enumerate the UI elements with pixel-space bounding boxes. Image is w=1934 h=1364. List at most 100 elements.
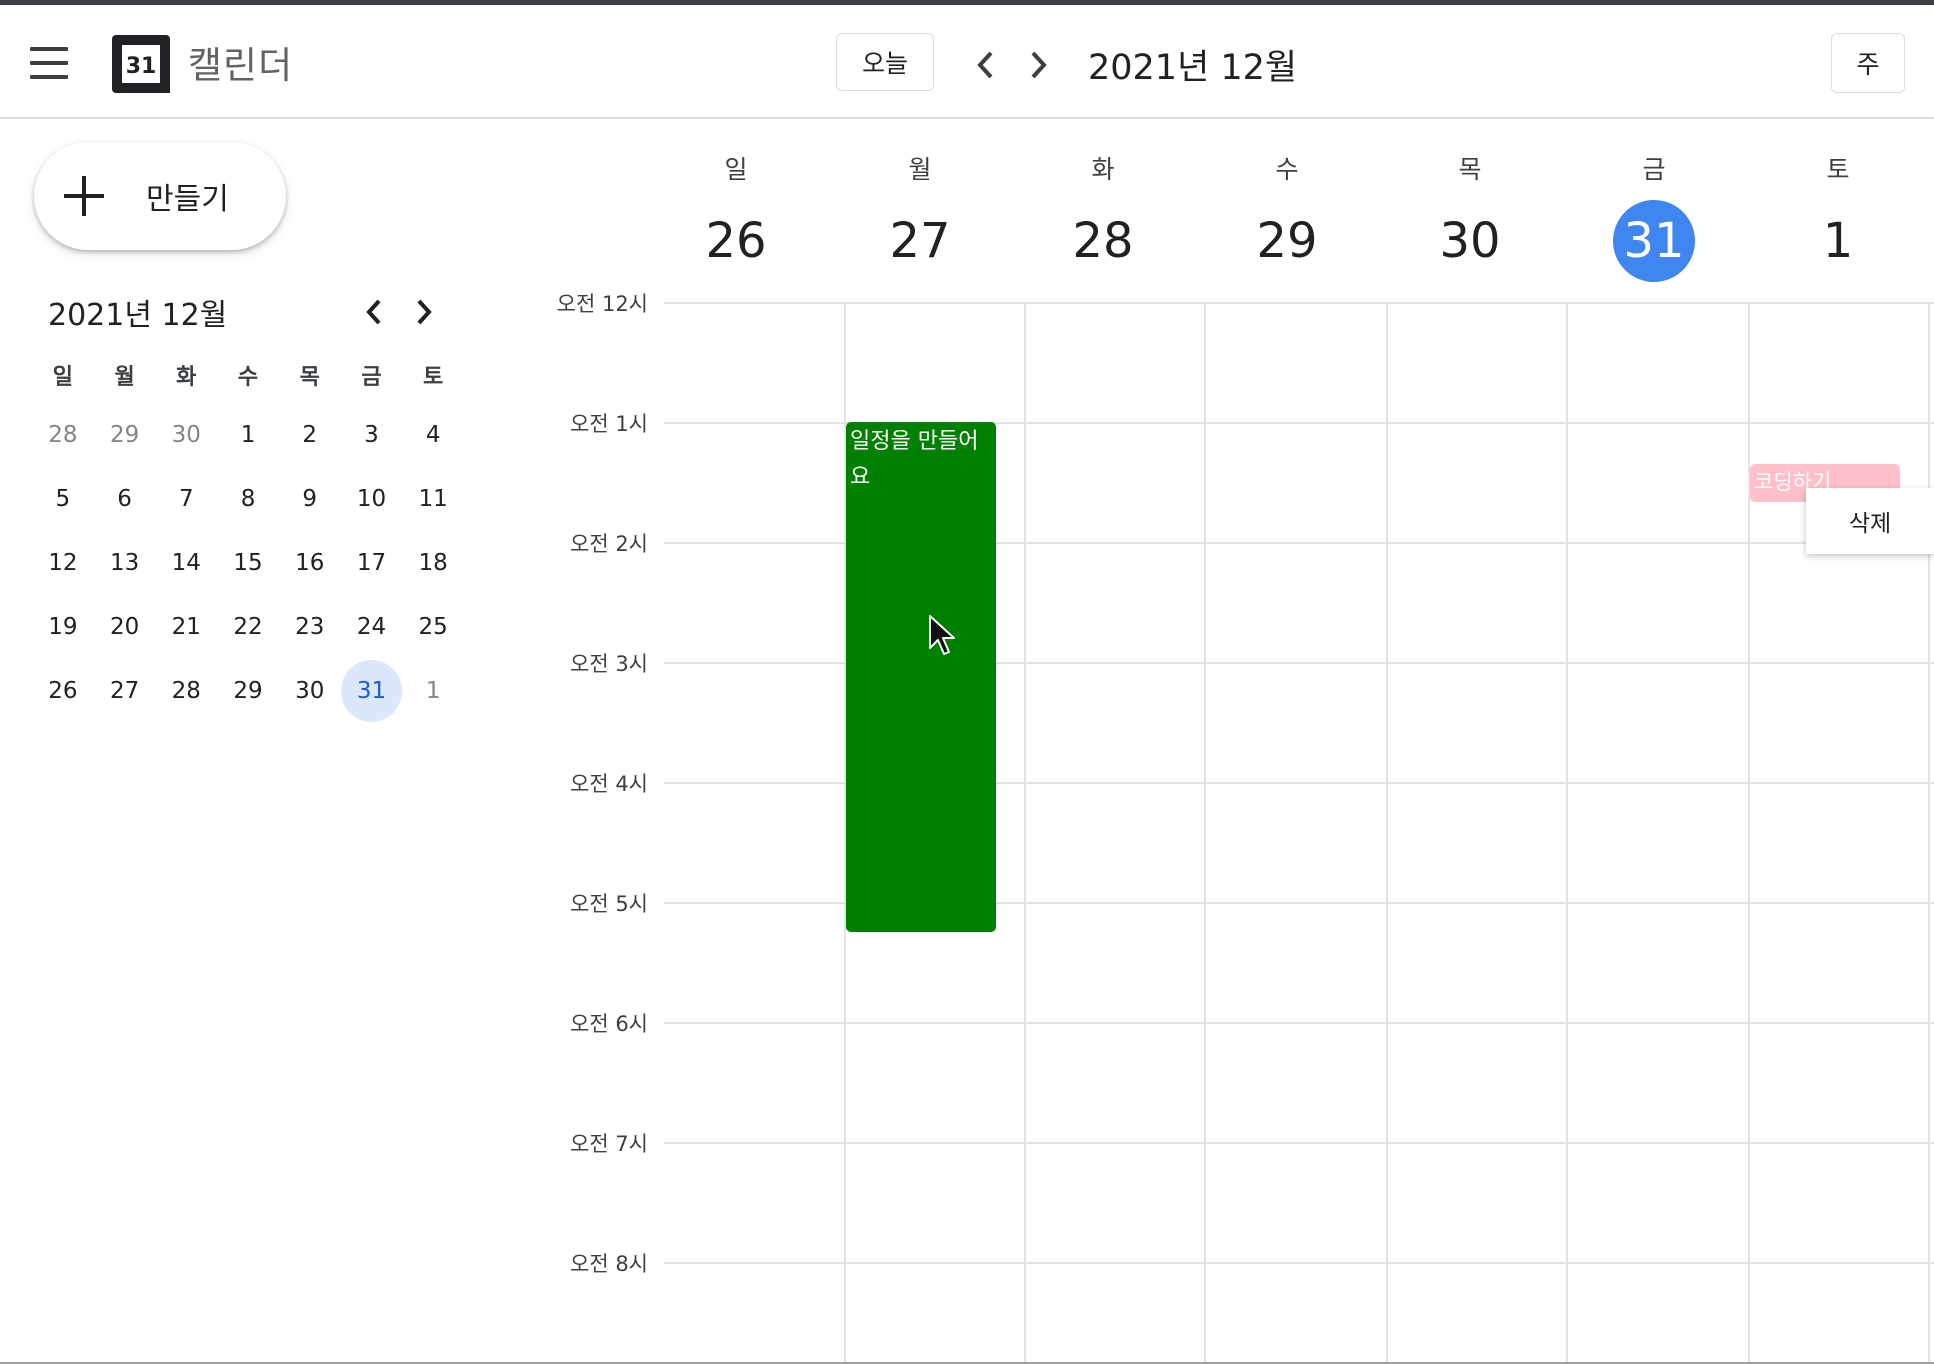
mini-date[interactable]: 30 (171, 422, 201, 448)
period-title: 2021년 12월 (1088, 48, 1298, 88)
day-column-divider (844, 302, 846, 1364)
day-name: 일 (724, 155, 748, 184)
mini-calendar-week: 12 13 14 15 16 17 18 (32, 532, 464, 596)
mini-calendar-next-chevron-right-icon[interactable] (406, 292, 442, 332)
day-column-header[interactable]: 화 28 (1043, 150, 1163, 282)
day-name: 금 (1642, 155, 1666, 184)
mini-calendar-week: 19 20 21 22 23 24 25 (32, 596, 464, 660)
app-title: 캘린더 (188, 44, 294, 87)
mini-date[interactable]: 8 (240, 486, 256, 512)
mini-date[interactable]: 15 (233, 550, 263, 576)
mini-calendar-previous-chevron-left-icon[interactable] (356, 292, 392, 332)
mini-date[interactable]: 1 (425, 678, 441, 704)
mini-calendar-weekday-row: 일 월 화 수 목 금 토 (32, 348, 464, 404)
mini-date[interactable]: 30 (295, 678, 325, 704)
day-column-header-today[interactable]: 금 31 (1594, 150, 1714, 282)
mini-date[interactable]: 16 (295, 550, 325, 576)
main-menu-icon[interactable] (22, 40, 74, 88)
mini-date[interactable]: 19 (48, 614, 78, 640)
mini-date[interactable]: 21 (171, 614, 201, 640)
mini-date-selected[interactable]: 31 (340, 660, 403, 722)
mini-date[interactable]: 9 (302, 486, 318, 512)
day-number[interactable]: 29 (1256, 213, 1318, 269)
mini-date[interactable]: 7 (178, 486, 194, 512)
view-selector-button[interactable]: 주 (1831, 33, 1905, 93)
mini-weekday-label: 화 (176, 365, 197, 390)
mini-date[interactable]: 2 (302, 422, 318, 448)
mini-date[interactable]: 29 (233, 678, 263, 704)
mini-calendar-week: 26 27 28 29 30 31 1 (32, 660, 464, 724)
mini-date[interactable]: 5 (55, 486, 71, 512)
event-block[interactable]: 일정을 만들어요 (846, 422, 996, 932)
day-number-today[interactable]: 31 (1613, 200, 1695, 282)
mini-date[interactable]: 13 (109, 550, 140, 576)
day-name: 수 (1275, 155, 1299, 184)
window-top-border (0, 0, 1934, 5)
mini-calendar-title: 2021년 12월 (48, 298, 228, 333)
day-number[interactable]: 26 (705, 213, 767, 269)
next-week-chevron-right-icon[interactable] (1018, 43, 1058, 87)
create-button-label: 만들기 (146, 182, 229, 217)
today-button[interactable]: 오늘 (836, 33, 934, 91)
mini-date[interactable]: 6 (117, 486, 132, 512)
day-column-header[interactable]: 수 29 (1227, 150, 1347, 282)
mini-date[interactable]: 10 (356, 486, 387, 512)
mini-date[interactable]: 1 (240, 422, 256, 448)
calendar-logo-icon: 31 (110, 33, 172, 95)
mini-date[interactable]: 17 (356, 550, 387, 576)
mini-date[interactable]: 25 (418, 614, 448, 640)
mini-date[interactable]: 27 (109, 678, 140, 704)
day-column-divider (1928, 302, 1930, 1364)
day-column-header[interactable]: 목 30 (1410, 150, 1530, 282)
day-number[interactable]: 28 (1072, 213, 1134, 269)
day-column-divider (1204, 302, 1206, 1364)
hour-label: 오전 2시 (570, 532, 648, 556)
mini-date[interactable]: 26 (48, 678, 78, 704)
hour-label: 오전 4시 (570, 772, 648, 796)
mini-date[interactable]: 20 (109, 614, 140, 640)
day-name: 목 (1458, 155, 1482, 184)
mini-date[interactable]: 4 (425, 422, 441, 448)
hour-gridline (664, 542, 1934, 544)
day-column-header[interactable]: 토 1 (1778, 150, 1898, 282)
hour-gridline (664, 1022, 1934, 1024)
mini-weekday-label: 금 (361, 365, 382, 390)
mini-weekday-label: 목 (299, 365, 320, 390)
hour-gridline (664, 1262, 1934, 1264)
mini-date[interactable]: 23 (295, 614, 325, 640)
mini-date[interactable]: 3 (364, 422, 379, 448)
hour-label: 오전 7시 (570, 1132, 648, 1156)
create-button[interactable]: 만들기 (34, 142, 286, 250)
hour-gridline (664, 302, 1934, 304)
hour-gridline (664, 1142, 1934, 1144)
mini-date[interactable]: 28 (48, 422, 78, 448)
mini-calendar-week: 5 6 7 8 9 10 11 (32, 468, 464, 532)
window-bottom-border (0, 1362, 1934, 1364)
day-column-header[interactable]: 일 26 (676, 150, 796, 282)
mini-date[interactable]: 12 (48, 550, 78, 576)
previous-week-chevron-left-icon[interactable] (966, 43, 1006, 87)
day-column-divider (1024, 302, 1026, 1364)
mini-date[interactable]: 24 (356, 614, 387, 640)
day-name: 토 (1826, 155, 1850, 184)
mini-date[interactable]: 18 (418, 550, 448, 576)
day-column-divider (1386, 302, 1388, 1364)
mini-date[interactable]: 28 (171, 678, 201, 704)
plus-icon (62, 174, 106, 218)
hour-label: 오전 1시 (570, 412, 648, 436)
mini-calendar-week: 28 29 30 1 2 3 4 (32, 404, 464, 468)
day-column-header[interactable]: 월 27 (860, 150, 980, 282)
hour-gridline (664, 422, 1934, 424)
mini-date[interactable]: 29 (109, 422, 140, 448)
hour-label: 오전 3시 (570, 652, 648, 676)
day-column-divider (1748, 302, 1750, 1364)
delete-menu-item[interactable]: 삭제 (1806, 488, 1934, 554)
day-number[interactable]: 30 (1439, 213, 1501, 269)
mini-date[interactable]: 22 (233, 614, 263, 640)
mini-date[interactable]: 14 (171, 550, 201, 576)
day-number[interactable]: 1 (1822, 213, 1854, 269)
hour-gridline (664, 782, 1934, 784)
mini-date[interactable]: 11 (418, 486, 448, 512)
day-number[interactable]: 27 (889, 213, 951, 269)
day-name: 월 (908, 155, 932, 184)
